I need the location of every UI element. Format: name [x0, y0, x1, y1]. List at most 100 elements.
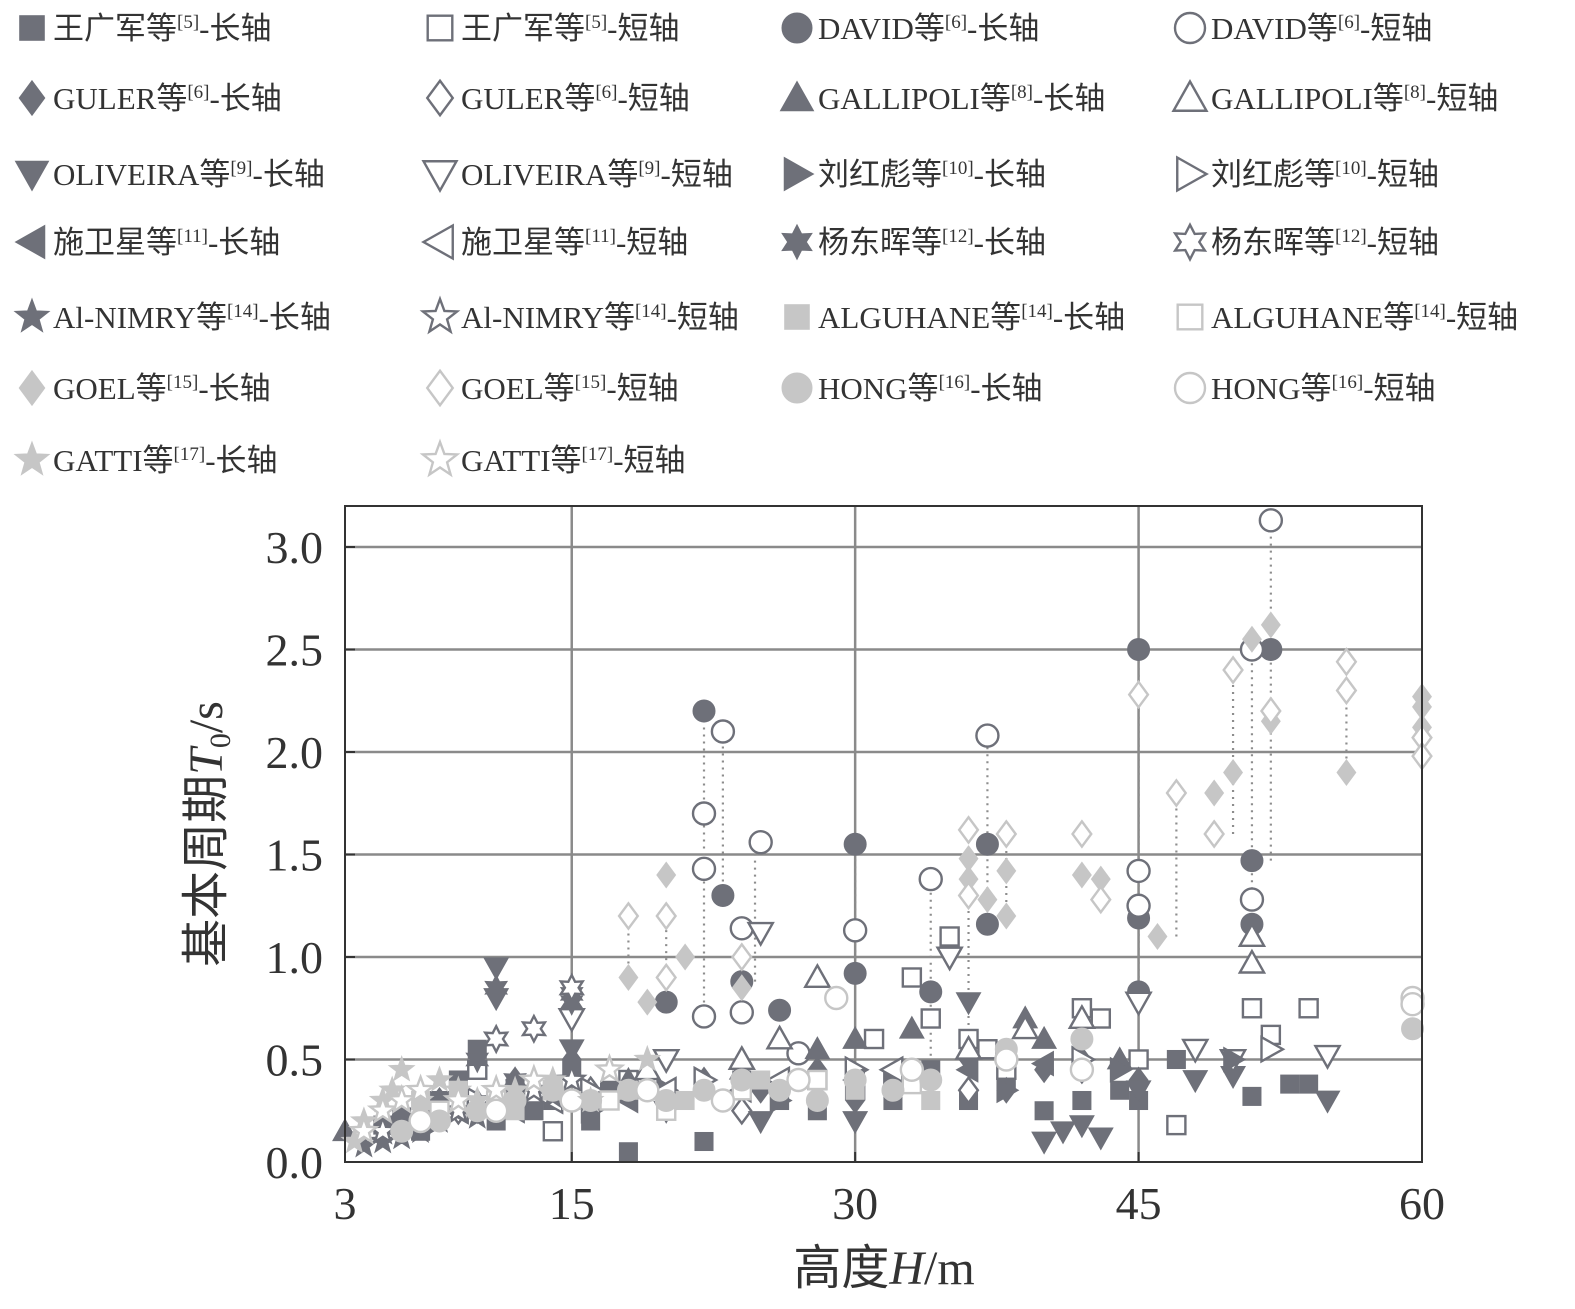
data-point — [957, 1075, 980, 1105]
data-point — [751, 1070, 771, 1090]
legend-marker — [779, 80, 815, 112]
legend-item: GALLIPOLI等[8]-短轴 — [1171, 79, 1498, 116]
y-tick-label: 0.5 — [266, 1035, 324, 1086]
legend-item: OLIVEIRA等[9]-长轴 — [14, 157, 325, 192]
legend-label: HONG等[16]-长轴 — [818, 371, 1043, 406]
data-point — [347, 1114, 380, 1145]
x-axis-ticks: 3 15 30 45 60 — [334, 1152, 1445, 1229]
data-point — [1126, 893, 1151, 918]
legend-marker — [419, 438, 461, 478]
legend-item: DAVID等[6]-短轴 — [1173, 11, 1432, 46]
data-point — [1071, 819, 1093, 849]
legend-marker — [14, 224, 46, 260]
data-point — [824, 985, 849, 1011]
data-point — [975, 723, 1000, 748]
data-point — [1239, 887, 1265, 912]
data-point — [1298, 998, 1319, 1019]
data-point — [618, 1142, 638, 1162]
data-point — [731, 974, 752, 1002]
legend-label: 杨东晖等[12]-短轴 — [1211, 225, 1439, 260]
legend-marker — [421, 223, 454, 261]
data-point — [483, 957, 510, 981]
data-point — [975, 832, 999, 856]
legend-label: DAVID等[6]-短轴 — [1211, 11, 1432, 46]
data-point — [1147, 923, 1168, 950]
data-point — [1069, 1057, 1095, 1082]
data-point — [842, 1111, 869, 1135]
y-axis-ticks: 0.0 0.5 1.0 1.5 2.0 2.5 3.0 — [266, 522, 355, 1188]
data-point — [954, 1034, 983, 1060]
legend-label: ALGUHANE等[14]-短轴 — [1211, 300, 1518, 335]
legend-label: OLIVEIRA等[9]-长轴 — [53, 157, 325, 192]
legend-label: 刘红彪等[10]-短轴 — [1211, 157, 1439, 192]
legend-marker — [13, 297, 51, 333]
data-point — [1222, 655, 1244, 685]
data-point — [558, 972, 585, 1004]
legend-label: DAVID等[6]-长轴 — [818, 11, 1039, 46]
legend-marker — [781, 12, 813, 44]
data-point — [558, 1039, 585, 1063]
data-point — [599, 1090, 620, 1111]
legend-item: 施卫星等[11]-短轴 — [421, 223, 688, 261]
legend-label: GALLIPOLI等[8]-长轴 — [818, 81, 1105, 116]
data-point — [1166, 1049, 1186, 1070]
data-point — [955, 1056, 979, 1083]
data-point — [1165, 778, 1188, 808]
legend-marker — [419, 295, 461, 335]
data-point — [559, 1088, 584, 1113]
data-point — [442, 1083, 475, 1115]
data-point — [518, 1063, 550, 1094]
data-point — [1182, 1070, 1209, 1094]
data-point — [618, 964, 639, 991]
data-point — [385, 1083, 418, 1115]
legend-label: 杨东晖等[12]-长轴 — [818, 225, 1046, 260]
data-point — [921, 1090, 941, 1111]
y-tick-label: 0.0 — [266, 1137, 324, 1188]
data-point — [919, 980, 943, 1004]
data-point — [843, 832, 867, 856]
legend-label: 施卫星等[11]-长轴 — [53, 225, 280, 260]
legend-marker — [1172, 222, 1208, 262]
data-point — [957, 815, 980, 845]
data-point — [727, 1044, 756, 1071]
data-point — [730, 1096, 753, 1126]
data-point — [1068, 1115, 1095, 1139]
data-point — [1125, 1080, 1152, 1104]
data-point — [617, 901, 640, 931]
series — [408, 985, 1425, 1134]
legend-marker — [19, 15, 45, 41]
data-point — [957, 880, 980, 911]
data-point — [1401, 1017, 1425, 1041]
legend-item: ALGUHANE等[14]-短轴 — [1176, 300, 1518, 335]
legend-label: ALGUHANE等[14]-长轴 — [818, 300, 1125, 335]
data-point — [768, 1078, 792, 1102]
data-point — [637, 988, 658, 1016]
series — [691, 508, 1284, 1066]
series — [633, 921, 1267, 1081]
x-tick-label: 45 — [1116, 1178, 1162, 1229]
legend-item: 杨东晖等[12]-短轴 — [1172, 222, 1439, 262]
data-point — [1204, 779, 1225, 807]
data-point — [652, 1048, 681, 1075]
series — [618, 611, 1432, 1016]
data-point — [691, 1004, 717, 1029]
legend-marker — [784, 304, 810, 330]
data-point — [1241, 998, 1263, 1019]
data-point — [1313, 1044, 1342, 1070]
data-point — [1335, 647, 1358, 677]
data-point — [977, 1039, 998, 1060]
data-point — [842, 918, 868, 943]
data-point — [996, 857, 1017, 885]
data-point — [899, 1057, 925, 1082]
data-point — [656, 861, 677, 889]
y-tick-label: 2.0 — [266, 727, 324, 778]
data-point — [691, 801, 717, 826]
legend-label: Al-NIMRY等[14]-长轴 — [53, 300, 331, 335]
data-point — [1181, 1038, 1210, 1064]
legend-marker — [783, 156, 815, 192]
legend-label: GALLIPOLI等[8]-短轴 — [1211, 81, 1498, 116]
legend-item: 杨东晖等[12]-长轴 — [781, 223, 1046, 261]
data-point — [692, 699, 716, 723]
data-point — [729, 916, 754, 941]
data-point — [1072, 1090, 1092, 1111]
